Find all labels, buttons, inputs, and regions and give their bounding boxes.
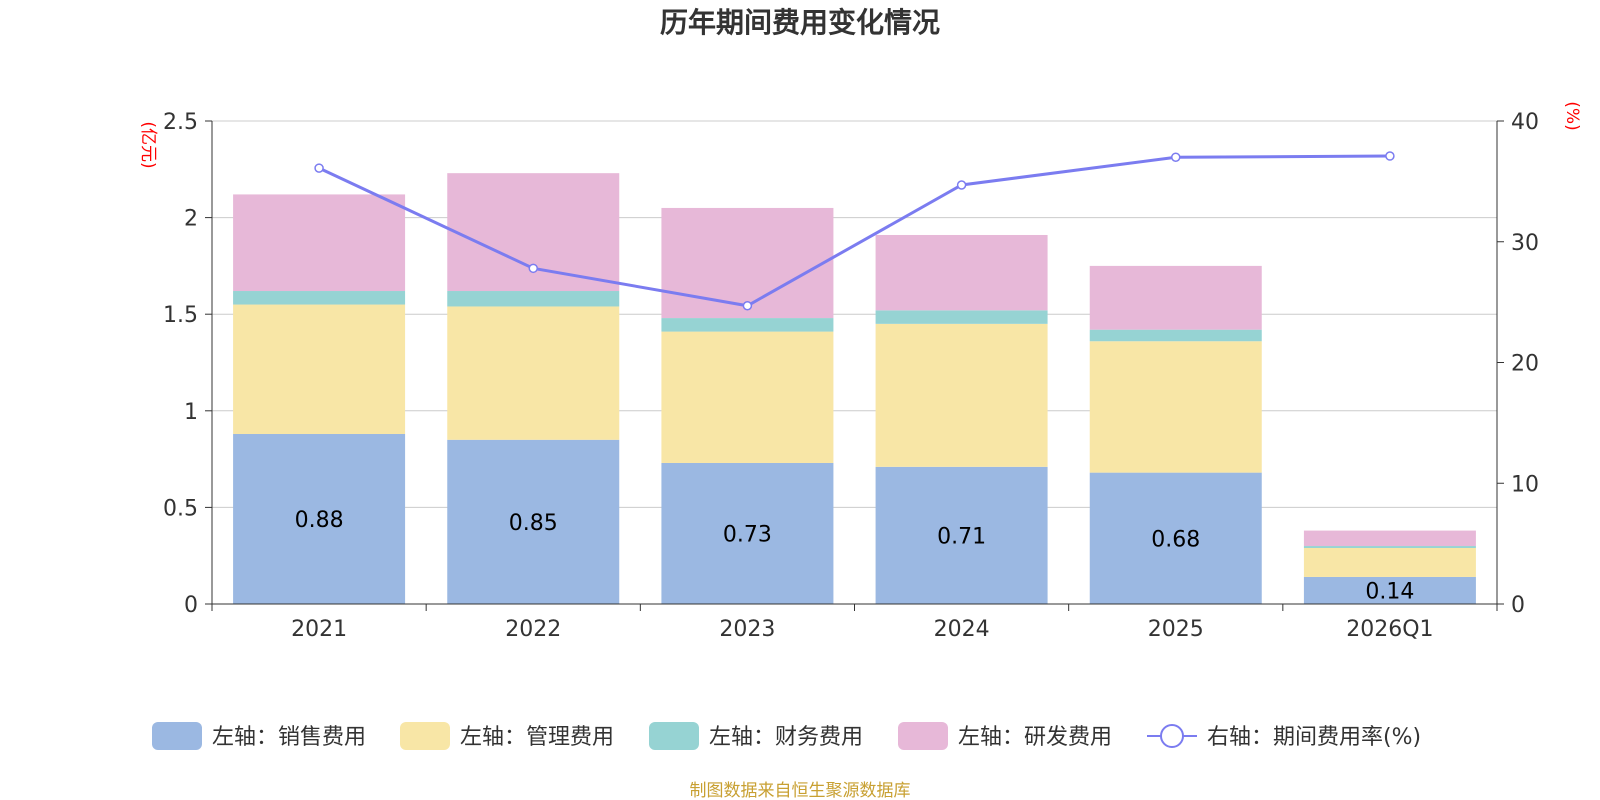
bar-segment xyxy=(875,234,1048,311)
right-axis-tick-label: 0 xyxy=(1511,593,1525,618)
bar-segment xyxy=(1089,472,1262,604)
bar-segment xyxy=(447,291,620,307)
rate-line-point xyxy=(314,163,324,173)
bar-segment xyxy=(875,323,1048,467)
rate-line-point xyxy=(742,300,753,311)
left-axis-tick-label: 1 xyxy=(184,400,198,425)
rate-line-point xyxy=(1385,151,1395,161)
x-axis-label: 2023 xyxy=(719,617,775,642)
x-axis-label: 2024 xyxy=(934,617,990,642)
bar-segment xyxy=(661,331,834,463)
legend-label: 左轴：管理费用 xyxy=(460,725,614,750)
legend-label: 左轴：研发费用 xyxy=(958,725,1112,750)
x-axis-label: 2022 xyxy=(505,617,561,642)
bar-segment xyxy=(875,310,1048,324)
legend-line-marker xyxy=(1160,724,1184,748)
legend-swatch xyxy=(898,722,948,750)
bar-segment xyxy=(1089,265,1262,330)
bar-segment xyxy=(661,207,834,319)
x-axis-label: 2026Q1 xyxy=(1346,617,1433,642)
bar-segment xyxy=(447,306,620,440)
rate-line-point xyxy=(528,263,538,274)
left-axis-tick-label: 2 xyxy=(184,207,198,232)
legend-swatch xyxy=(400,722,450,750)
bar-value-label: 0.85 xyxy=(509,511,558,536)
left-axis-tick-label: 2.5 xyxy=(163,110,198,135)
bar-value-label: 0.14 xyxy=(1365,579,1414,604)
bar-labels: 0.88 0.85 0.73 0.71 0.68 0.14 xyxy=(295,508,1415,604)
legend-swatch xyxy=(152,722,202,750)
left-axis-tick-label: 1.5 xyxy=(163,303,198,328)
left-axis-tick-label: 0.5 xyxy=(163,496,198,521)
rate-line xyxy=(314,151,1395,311)
legend-label: 左轴：财务费用 xyxy=(709,725,863,750)
bar-segment xyxy=(1303,547,1476,577)
bar-value-label: 0.71 xyxy=(937,524,986,549)
bars xyxy=(233,173,1476,604)
legend-label: 左轴：销售费用 xyxy=(212,725,366,750)
source-note: 制图数据来自恒生聚源数据库 xyxy=(690,781,911,800)
bar-value-label: 0.73 xyxy=(723,522,772,547)
bar-segment xyxy=(661,318,834,332)
chart-title: 历年期间费用变化情况 xyxy=(660,6,940,39)
bar-value-label: 0.68 xyxy=(1151,527,1200,552)
left-axis-unit: (亿元) xyxy=(138,121,158,168)
bar-segment xyxy=(233,433,406,604)
right-axis-tick-label: 40 xyxy=(1511,110,1539,135)
bar-segment xyxy=(1303,530,1476,547)
legend: 左轴：销售费用 左轴：管理费用 左轴：财务费用 左轴：研发费用 右轴：期间费用率(%) xyxy=(152,722,1421,750)
right-axis-tick-label: 10 xyxy=(1511,472,1539,497)
bar-segment xyxy=(1303,576,1476,604)
bar-segment xyxy=(233,291,406,305)
right-axis-tick-label: 20 xyxy=(1511,352,1539,377)
bar-segment xyxy=(1303,546,1476,548)
rate-line-point xyxy=(956,180,967,190)
legend-swatch xyxy=(649,722,699,750)
x-axis-label: 2025 xyxy=(1148,617,1204,642)
rate-line-path xyxy=(318,154,1390,308)
bar-segment xyxy=(661,462,834,604)
bar-segment xyxy=(233,304,406,434)
right-axis-unit: (%) xyxy=(1562,101,1582,130)
bar-segment xyxy=(1089,329,1262,342)
rate-line-point xyxy=(1171,152,1181,162)
axes: 0 0.5 1 1.5 2 2.5 0 10 20 30 40 2021 2022 2023 2024 202… xyxy=(163,110,1539,642)
bar-segment xyxy=(447,439,620,604)
bar-segment xyxy=(233,194,406,292)
x-axis-label: 2021 xyxy=(291,617,347,642)
left-axis-tick-label: 0 xyxy=(184,593,198,618)
bar-segment xyxy=(447,173,620,292)
legend-label: 右轴：期间费用率(%) xyxy=(1207,725,1421,750)
right-axis-tick-label: 30 xyxy=(1511,231,1539,256)
bar-segment xyxy=(875,466,1048,604)
bar-value-label: 0.88 xyxy=(295,508,344,533)
bar-segment xyxy=(1089,341,1262,473)
